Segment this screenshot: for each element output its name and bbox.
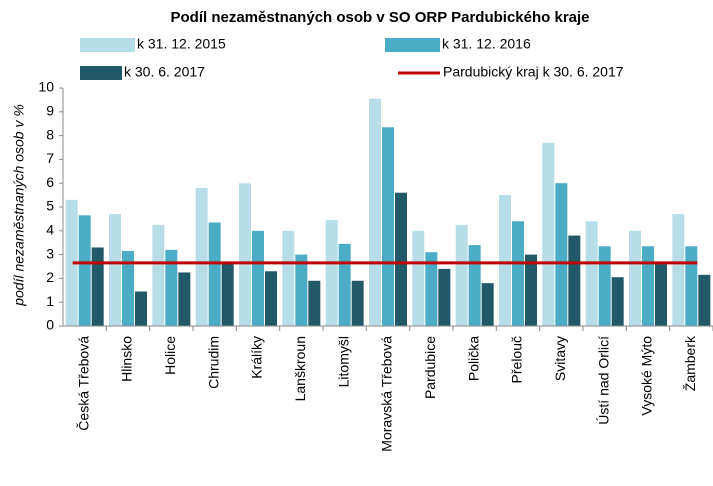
bar [195,187,208,326]
bar [382,127,394,327]
y-tick-label: 8 [46,126,54,142]
bar [252,230,264,326]
y-tick-label: 9 [46,103,54,119]
x-tick-label: Lanškroun [292,336,308,401]
x-tick-label: Ústí nad Orlicí [595,336,611,425]
x-tick-label: Svitavy [552,336,568,381]
bar [239,183,251,326]
bar [208,222,221,326]
x-tick-label: Přelouč [509,336,525,383]
chart-title: Podíl nezaměstnaných osob v SO ORP Pardu… [170,9,589,26]
bar [412,230,425,326]
x-tick-label: Vysoké Mýto [639,336,655,416]
y-tick-label: 2 [46,269,54,285]
bar [425,252,438,326]
legend-swatch [80,66,122,80]
y-tick-label: 4 [46,222,54,238]
y-tick-label: 7 [46,150,54,166]
bar [282,230,295,326]
bar [568,235,581,326]
bar [585,221,598,326]
bar [325,220,338,326]
bar [455,224,468,326]
x-tick-label: Holice [162,336,178,375]
x-tick-label: Chrudim [205,336,221,389]
bar [295,254,308,326]
legend-swatch [385,38,440,52]
bar [525,254,537,326]
x-tick-label: Králíky [249,336,265,379]
y-tick-label: 6 [46,174,54,190]
bar [78,215,91,326]
bar [642,246,654,326]
y-tick-label: 5 [46,198,54,214]
bar [611,277,624,326]
bar [109,214,121,326]
bar [135,291,147,326]
y-tick-label: 10 [38,79,54,95]
legend-swatch [80,38,135,52]
bar [555,183,568,326]
y-tick-label: 3 [46,245,54,261]
bar [369,98,381,327]
bar [438,268,451,326]
bar [351,280,364,326]
bar [698,274,711,326]
x-tick-label: Pardubice [422,336,438,399]
legend-label: k 31. 12. 2016 [442,36,531,52]
legend-label: k 31. 12. 2015 [137,36,226,52]
x-tick-label: Moravská Třebová [379,336,395,452]
bar [598,246,611,326]
legend-label: k 30. 6. 2017 [124,64,205,80]
x-tick-label: Hlinsko [119,336,135,382]
bar [122,251,134,326]
bar [655,264,667,326]
bar [338,243,351,326]
bar [91,247,104,326]
x-tick-label: Polička [465,336,481,381]
bar [629,230,641,326]
y-tick-label: 1 [46,293,54,309]
x-tick-label: Žamberk [682,335,698,391]
bar [512,221,524,326]
bar [165,249,178,326]
bar [265,271,277,326]
x-tick-label: Česká Třebová [75,336,91,431]
bar [152,224,165,326]
bar [481,283,494,326]
bar [221,262,234,326]
bar [468,245,481,326]
x-tick-label: Litomyšl [335,336,351,387]
legend-label: Pardubický kraj k 30. 6. 2017 [443,64,624,80]
bar [672,214,685,326]
y-axis-label: podíl nezaměstnaných osob v % [11,104,27,307]
bar [395,192,407,326]
bar [499,195,511,326]
bar [308,280,321,326]
bar [65,199,78,326]
bar [178,272,191,326]
bar [685,246,698,326]
y-tick-label: 0 [46,317,54,333]
bar [542,142,555,326]
